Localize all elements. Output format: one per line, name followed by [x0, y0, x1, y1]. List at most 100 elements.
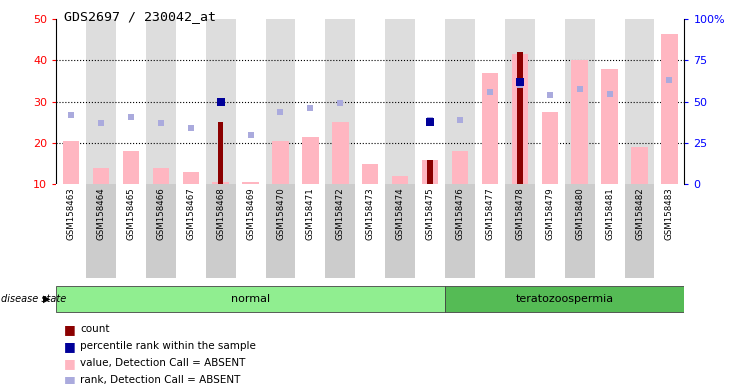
Bar	[355, 19, 385, 184]
Bar	[517, 52, 523, 184]
Bar	[422, 160, 438, 184]
Bar	[512, 54, 528, 184]
Text: teratozoospermia: teratozoospermia	[515, 293, 614, 304]
Text: GSM158476: GSM158476	[456, 187, 465, 240]
Text: ■: ■	[64, 340, 76, 353]
Bar	[565, 19, 595, 184]
Bar	[445, 286, 684, 311]
Bar	[56, 286, 445, 311]
Bar	[332, 122, 349, 184]
Bar	[86, 19, 116, 184]
Text: disease state: disease state	[1, 293, 66, 304]
Text: ■: ■	[64, 323, 76, 336]
Bar	[236, 19, 266, 184]
Text: GSM158470: GSM158470	[276, 187, 285, 240]
Bar	[206, 184, 236, 278]
Bar	[302, 137, 319, 184]
Bar	[355, 184, 385, 278]
Bar	[146, 19, 176, 184]
Bar	[415, 184, 445, 278]
Bar	[295, 184, 325, 278]
Bar	[56, 19, 86, 184]
Bar	[153, 168, 169, 184]
Bar	[93, 168, 109, 184]
Bar	[571, 61, 588, 184]
Bar	[218, 122, 224, 184]
Text: normal: normal	[231, 293, 270, 304]
Bar	[123, 151, 139, 184]
Bar	[654, 19, 684, 184]
Bar	[445, 184, 475, 278]
Bar	[86, 184, 116, 278]
Text: GSM158475: GSM158475	[426, 187, 435, 240]
Text: GSM158478: GSM158478	[515, 187, 524, 240]
Bar	[475, 19, 505, 184]
Bar	[601, 69, 618, 184]
Bar	[385, 184, 415, 278]
Bar	[212, 182, 229, 184]
Text: GSM158473: GSM158473	[366, 187, 375, 240]
Bar	[236, 184, 266, 278]
Bar	[654, 184, 684, 278]
Bar	[176, 184, 206, 278]
Bar	[242, 182, 259, 184]
Bar	[362, 164, 378, 184]
Text: GDS2697 / 230042_at: GDS2697 / 230042_at	[64, 10, 215, 23]
Bar	[535, 184, 565, 278]
Text: GSM158464: GSM158464	[96, 187, 105, 240]
Bar	[427, 160, 433, 184]
Bar	[146, 184, 176, 278]
Bar	[595, 19, 625, 184]
Text: GSM158482: GSM158482	[635, 187, 644, 240]
Text: GSM158483: GSM158483	[665, 187, 674, 240]
Bar	[625, 184, 654, 278]
Text: GSM158481: GSM158481	[605, 187, 614, 240]
Bar	[272, 141, 289, 184]
Bar	[535, 19, 565, 184]
Bar	[661, 34, 678, 184]
Bar	[392, 176, 408, 184]
Bar	[415, 19, 445, 184]
Bar	[505, 184, 535, 278]
Bar	[325, 19, 355, 184]
Text: GSM158480: GSM158480	[575, 187, 584, 240]
Text: GSM158479: GSM158479	[545, 187, 554, 240]
Bar	[445, 19, 475, 184]
Bar	[176, 19, 206, 184]
Text: GSM158477: GSM158477	[485, 187, 494, 240]
Text: value, Detection Call = ABSENT: value, Detection Call = ABSENT	[80, 358, 245, 368]
Bar	[116, 184, 146, 278]
Bar	[631, 147, 648, 184]
Bar	[56, 184, 86, 278]
Bar	[266, 19, 295, 184]
Text: GSM158472: GSM158472	[336, 187, 345, 240]
Text: ■: ■	[64, 357, 76, 370]
Text: GSM158465: GSM158465	[126, 187, 135, 240]
Bar	[595, 184, 625, 278]
Text: GSM158474: GSM158474	[396, 187, 405, 240]
Bar	[183, 172, 199, 184]
Bar	[565, 184, 595, 278]
Bar	[266, 184, 295, 278]
Bar	[542, 112, 558, 184]
Text: percentile rank within the sample: percentile rank within the sample	[80, 341, 256, 351]
Text: GSM158468: GSM158468	[216, 187, 225, 240]
Bar	[206, 19, 236, 184]
Bar	[475, 184, 505, 278]
Bar	[385, 19, 415, 184]
Bar	[325, 184, 355, 278]
Bar	[505, 19, 535, 184]
Bar	[482, 73, 498, 184]
Bar	[295, 19, 325, 184]
Text: rank, Detection Call = ABSENT: rank, Detection Call = ABSENT	[80, 375, 240, 384]
Text: GSM158469: GSM158469	[246, 187, 255, 240]
Text: ▶: ▶	[43, 293, 51, 304]
Bar	[116, 19, 146, 184]
Text: GSM158471: GSM158471	[306, 187, 315, 240]
Text: GSM158466: GSM158466	[156, 187, 165, 240]
Bar	[452, 151, 468, 184]
Bar	[63, 141, 79, 184]
Text: ■: ■	[64, 374, 76, 384]
Bar	[625, 19, 654, 184]
Text: GSM158467: GSM158467	[186, 187, 195, 240]
